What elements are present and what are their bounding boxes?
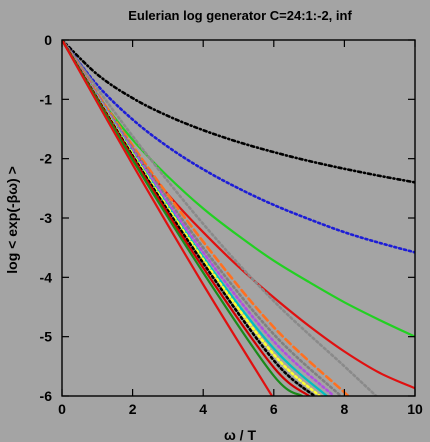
y-tick-label: 0 (44, 32, 52, 48)
series-line-4 (62, 40, 415, 390)
x-tick-label: 4 (199, 401, 207, 417)
y-tick-label: -3 (40, 210, 53, 226)
series-layer (62, 40, 415, 396)
y-tick-label: -4 (40, 269, 53, 285)
x-axis-label: ω / T (224, 427, 256, 442)
chart-title: Eulerian log generator C=24:1:-2, inf (128, 8, 352, 23)
tick-layer: 0 2 4 6 8 10 0 -1 -2 -3 -4 -5 -6 (40, 32, 423, 417)
series-line-2 (62, 40, 415, 254)
series-line-1 (62, 40, 415, 184)
series-line-3 (62, 40, 415, 338)
series-line-5 (62, 40, 378, 396)
x-tick-label: 0 (58, 401, 66, 417)
y-axis-label: log < exp(-βω) > (4, 166, 20, 274)
series-line-10 (62, 40, 321, 396)
x-tick-label: 6 (270, 401, 278, 417)
y-tick-label: -6 (40, 388, 53, 404)
y-tick-label: -1 (40, 91, 53, 107)
x-tick-label: 8 (341, 401, 349, 417)
series-line-14 (62, 40, 274, 396)
y-tick-label: -2 (40, 151, 53, 167)
y-tick-label: -5 (40, 329, 53, 345)
series-line-13 (62, 40, 304, 396)
x-tick-label: 10 (407, 401, 423, 417)
x-tick-label: 2 (129, 401, 137, 417)
